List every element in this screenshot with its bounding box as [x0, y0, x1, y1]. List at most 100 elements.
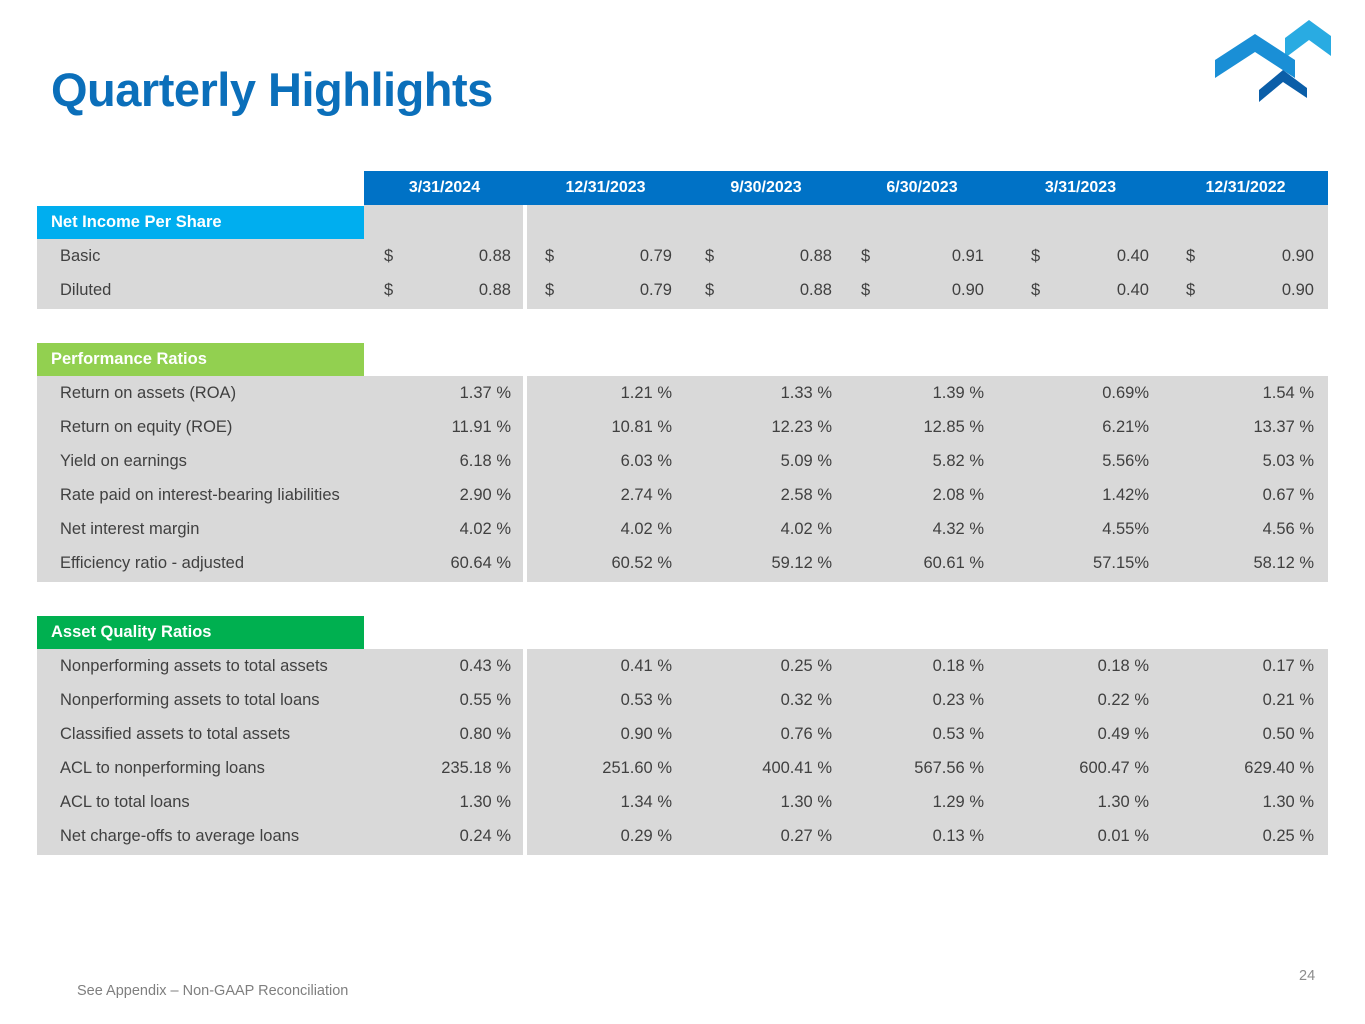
table-cell: 0.18 %: [932, 657, 984, 675]
currency-symbol: $: [1186, 247, 1196, 265]
table-header-band: [364, 171, 1328, 205]
table-cell: 0.55 %: [459, 691, 511, 709]
table-cell: 0.90: [951, 281, 984, 299]
row-label: Basic: [60, 247, 101, 265]
table-cell: 0.76 %: [780, 725, 832, 743]
table-cell: 6.18 %: [459, 452, 511, 470]
row-label: Nonperforming assets to total loans: [60, 691, 320, 709]
table-cell: 0.88: [799, 247, 832, 265]
table-cell: 1.30 %: [1262, 793, 1314, 811]
table-cell: 1.29 %: [932, 793, 984, 811]
table-cell: 0.40: [1116, 281, 1149, 299]
section-background: [364, 205, 1328, 239]
table-cell: 0.18 %: [1097, 657, 1149, 675]
table-cell: 4.56 %: [1262, 520, 1314, 538]
table-cell: 0.79: [639, 281, 672, 299]
currency-symbol: $: [1186, 281, 1196, 299]
table-cell: 0.40: [1116, 247, 1149, 265]
table-cell: 0.90: [1281, 281, 1314, 299]
table-cell: 12.23 %: [771, 418, 832, 436]
table-cell: 0.27 %: [780, 827, 832, 845]
table-cell: 0.13 %: [932, 827, 984, 845]
currency-symbol: $: [861, 281, 871, 299]
table-cell: 0.90: [1281, 247, 1314, 265]
currency-symbol: $: [705, 281, 715, 299]
table-cell: 0.90 %: [620, 725, 672, 743]
table-cell: 1.30 %: [780, 793, 832, 811]
section-header: Net Income Per Share: [37, 206, 364, 239]
table-cell: 1.33 %: [780, 384, 832, 402]
table-cell: 0.29 %: [620, 827, 672, 845]
table-cell: 1.30 %: [459, 793, 511, 811]
table-cell: 1.21 %: [620, 384, 672, 402]
table-cell: 5.03 %: [1262, 452, 1314, 470]
table-cell: 5.09 %: [780, 452, 832, 470]
table-cell: 0.24 %: [459, 827, 511, 845]
section-background: [37, 376, 1328, 582]
section-header: Performance Ratios: [37, 343, 364, 376]
table-cell: 4.02 %: [780, 520, 832, 538]
table-cell: 1.37 %: [459, 384, 511, 402]
table-cell: 0.79: [639, 247, 672, 265]
table-cell: 2.58 %: [780, 486, 832, 504]
table-cell: 2.90 %: [459, 486, 511, 504]
table-cell: 13.37 %: [1253, 418, 1314, 436]
table-cell: 0.80 %: [459, 725, 511, 743]
row-label: Net interest margin: [60, 520, 200, 538]
table-cell: 4.32 %: [932, 520, 984, 538]
currency-symbol: $: [861, 247, 871, 265]
table-cell: 1.34 %: [620, 793, 672, 811]
table-cell: 4.55%: [1102, 520, 1149, 538]
table-cell: 0.88: [478, 281, 511, 299]
column-separator: [523, 205, 527, 309]
currency-symbol: $: [545, 281, 555, 299]
table-cell: 60.64 %: [450, 554, 511, 572]
row-label: Efficiency ratio - adjusted: [60, 554, 245, 572]
table-cell: 6.21%: [1102, 418, 1149, 436]
footer-note: See Appendix – Non-GAAP Reconciliation: [77, 983, 349, 999]
table-cell: 4.02 %: [620, 520, 672, 538]
table-cell: 1.30 %: [1097, 793, 1149, 811]
table-cell: 2.08 %: [932, 486, 984, 504]
currency-symbol: $: [545, 247, 555, 265]
table-cell: 0.49 %: [1097, 725, 1149, 743]
table-cell: 0.53 %: [932, 725, 984, 743]
table-cell: 1.42%: [1102, 486, 1149, 504]
table-cell: 0.53 %: [620, 691, 672, 709]
table-cell: 0.17 %: [1262, 657, 1314, 675]
row-label: Return on assets (ROA): [60, 384, 237, 402]
column-header: 9/30/2023: [730, 179, 802, 196]
table-cell: 0.69%: [1102, 384, 1149, 402]
row-label: Nonperforming assets to total assets: [60, 657, 328, 675]
table-cell: 0.32 %: [780, 691, 832, 709]
table-cell: 0.67 %: [1262, 486, 1314, 504]
page-title: Quarterly Highlights: [51, 63, 493, 116]
row-label: ACL to nonperforming loans: [60, 759, 265, 777]
table-cell: 0.91: [951, 247, 984, 265]
table-cell: 0.21 %: [1262, 691, 1314, 709]
row-label: Classified assets to total assets: [60, 725, 291, 743]
table-cell: 57.15%: [1093, 554, 1149, 572]
table-cell: 2.74 %: [620, 486, 672, 504]
table-cell: 12.85 %: [923, 418, 984, 436]
row-label: Yield on earnings: [60, 452, 187, 470]
table-cell: 629.40 %: [1244, 759, 1314, 777]
table-cell: 5.56%: [1102, 452, 1149, 470]
table-cell: 0.25 %: [780, 657, 832, 675]
table-cell: 11.91 %: [451, 418, 511, 436]
row-label: ACL to total loans: [60, 793, 190, 811]
table-cell: 5.82 %: [932, 452, 984, 470]
table-cell: 0.23 %: [932, 691, 984, 709]
table-cell: 60.61 %: [923, 554, 984, 572]
currency-symbol: $: [1031, 281, 1041, 299]
column-header: 3/31/2024: [408, 179, 481, 196]
company-logo-icon: [1215, 20, 1331, 102]
column-header: 6/30/2023: [886, 179, 958, 196]
table-cell: 1.39 %: [932, 384, 984, 402]
table-cell: 235.18 %: [441, 759, 511, 777]
currency-symbol: $: [384, 247, 394, 265]
currency-symbol: $: [384, 281, 394, 299]
table-cell: 58.12 %: [1253, 554, 1314, 572]
table-cell: 0.43 %: [459, 657, 511, 675]
column-header: 12/31/2022: [1205, 179, 1286, 196]
